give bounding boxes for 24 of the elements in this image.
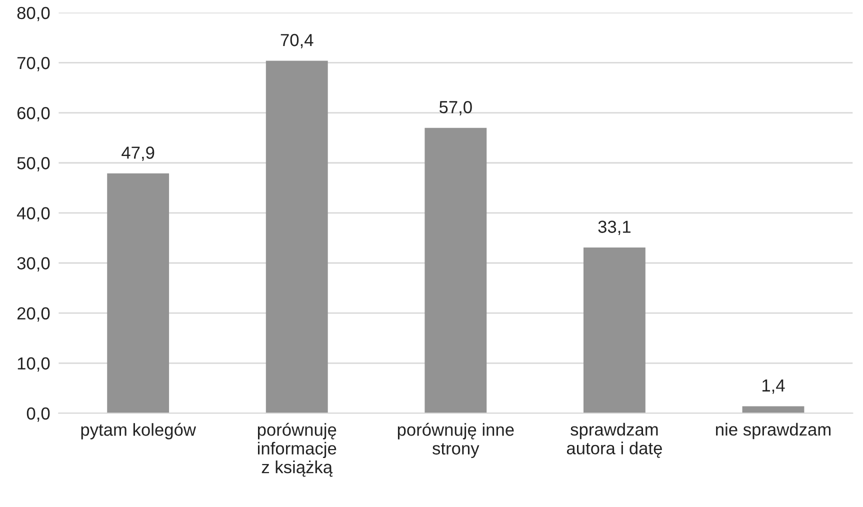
bar	[424, 128, 487, 414]
y-tick-label: 20,0	[17, 307, 50, 322]
y-tick-label: 60,0	[17, 106, 50, 122]
y-tick-label: 10,0	[18, 357, 50, 372]
data-label: 33,1	[598, 220, 631, 235]
x-tick-label: pytam kolegów	[81, 422, 196, 440]
bar	[266, 60, 328, 414]
x-tick-label: porównuję informacje z książką	[258, 422, 336, 477]
data-label: 1,4	[762, 380, 785, 394]
data-label: 47,9	[122, 146, 154, 161]
y-tick-label: 0,0	[26, 407, 50, 422]
y-tick-label: 30,0	[17, 257, 50, 272]
data-label: 57,0	[439, 100, 472, 116]
y-tick-label: 40,0	[16, 207, 50, 222]
data-label: 70,4	[280, 34, 314, 48]
x-tick-label: nie sprawdzam	[716, 422, 830, 440]
y-tick-label: 70,0	[17, 56, 50, 72]
bar	[107, 173, 170, 414]
x-tick-label: sprawdzam autora i datę	[566, 422, 662, 458]
y-tick-label: 50,0	[17, 157, 50, 172]
x-tick-label: porównuję inne strony	[398, 422, 514, 458]
bar	[742, 406, 804, 414]
bar	[583, 247, 646, 414]
y-tick-label: 80,0	[17, 6, 50, 22]
